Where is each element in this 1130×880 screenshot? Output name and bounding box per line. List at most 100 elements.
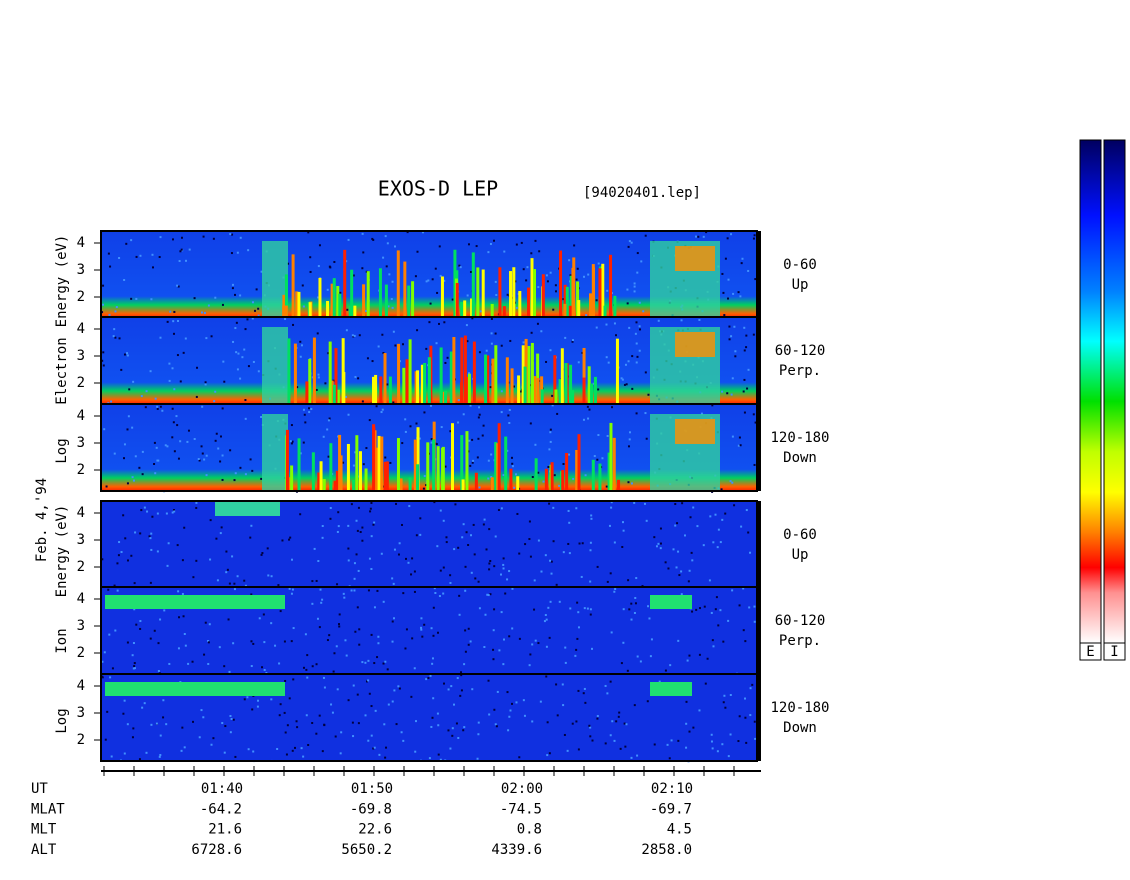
speckle xyxy=(636,252,639,255)
speckle xyxy=(352,464,355,467)
speckle xyxy=(728,325,731,328)
speckle xyxy=(186,440,189,443)
speckle xyxy=(234,472,237,475)
speckle xyxy=(401,523,404,526)
speckle xyxy=(571,722,574,725)
speckle xyxy=(178,616,181,619)
speckle xyxy=(173,388,176,391)
speckle xyxy=(244,399,247,402)
speckle xyxy=(635,321,638,324)
burst xyxy=(577,300,581,318)
speckle xyxy=(156,550,159,553)
speckle xyxy=(347,413,350,416)
burst xyxy=(380,436,384,491)
speckle xyxy=(235,321,238,324)
speckle xyxy=(195,501,198,504)
burst xyxy=(558,379,562,404)
speckle xyxy=(478,486,481,489)
speckle xyxy=(224,725,227,728)
speckle xyxy=(278,662,281,665)
speckle xyxy=(564,661,567,664)
speckle xyxy=(494,723,497,726)
speckle xyxy=(153,629,156,632)
speckle xyxy=(101,311,104,314)
speckle xyxy=(361,400,364,403)
speckle xyxy=(427,677,430,680)
speckle xyxy=(414,275,417,278)
speckle xyxy=(316,617,319,620)
speckle xyxy=(375,405,378,408)
speckle xyxy=(743,378,746,381)
speckle xyxy=(334,735,337,738)
speckle xyxy=(436,291,439,294)
speckle xyxy=(591,739,594,742)
speckle xyxy=(362,251,365,254)
speckle xyxy=(387,703,390,706)
speckle xyxy=(724,706,727,709)
speckle xyxy=(458,264,461,267)
speckle xyxy=(439,509,442,512)
speckle xyxy=(117,554,120,557)
speckle xyxy=(562,704,565,707)
speckle xyxy=(490,476,493,479)
speckle xyxy=(610,501,613,504)
speckle xyxy=(311,602,314,605)
speckle xyxy=(511,462,514,465)
speckle xyxy=(546,280,549,283)
speckle xyxy=(179,250,182,253)
burst xyxy=(372,376,376,404)
speckle xyxy=(606,692,609,695)
speckle xyxy=(432,634,435,637)
speckle xyxy=(477,733,480,736)
speckle xyxy=(361,526,364,529)
speckle xyxy=(633,704,636,707)
speckle xyxy=(715,596,718,599)
speckle xyxy=(596,565,599,568)
speckle xyxy=(126,723,129,726)
speckle xyxy=(113,328,116,331)
speckle xyxy=(163,609,166,612)
speckle xyxy=(247,365,250,368)
speckle xyxy=(563,733,566,736)
speckle xyxy=(511,465,514,468)
speckle xyxy=(737,740,740,743)
speckle xyxy=(289,536,292,539)
speckle xyxy=(233,479,236,482)
speckle xyxy=(235,351,238,354)
speckle xyxy=(548,752,551,755)
speckle xyxy=(205,454,208,457)
speckle xyxy=(429,404,432,407)
speckle xyxy=(748,606,751,609)
speckle xyxy=(688,730,691,733)
speckle xyxy=(549,349,552,352)
speckle xyxy=(493,708,496,711)
speckle xyxy=(556,412,559,415)
speckle xyxy=(132,380,135,383)
y-tick-label: 2 xyxy=(77,559,85,575)
speckle xyxy=(210,335,213,338)
speckle xyxy=(722,640,725,643)
speckle xyxy=(225,571,228,574)
panel-direction: Down xyxy=(783,450,817,466)
speckle xyxy=(538,250,541,253)
speckle xyxy=(507,729,510,732)
burst xyxy=(311,452,315,491)
speckle xyxy=(731,481,734,484)
speckle xyxy=(229,233,232,236)
speckle xyxy=(676,522,679,525)
speckle xyxy=(221,722,224,725)
speckle xyxy=(302,408,305,411)
burst xyxy=(536,377,540,404)
speckle xyxy=(419,533,422,536)
y-tick-label: 2 xyxy=(77,462,85,478)
speckle xyxy=(589,608,592,611)
speckle xyxy=(720,488,723,491)
speckle xyxy=(752,333,755,336)
speckle xyxy=(107,252,110,255)
spectrogram xyxy=(101,501,757,588)
speckle xyxy=(303,413,306,416)
speckle xyxy=(633,501,636,504)
speckle xyxy=(589,541,592,544)
speckle xyxy=(172,320,175,323)
speckle xyxy=(110,400,113,403)
